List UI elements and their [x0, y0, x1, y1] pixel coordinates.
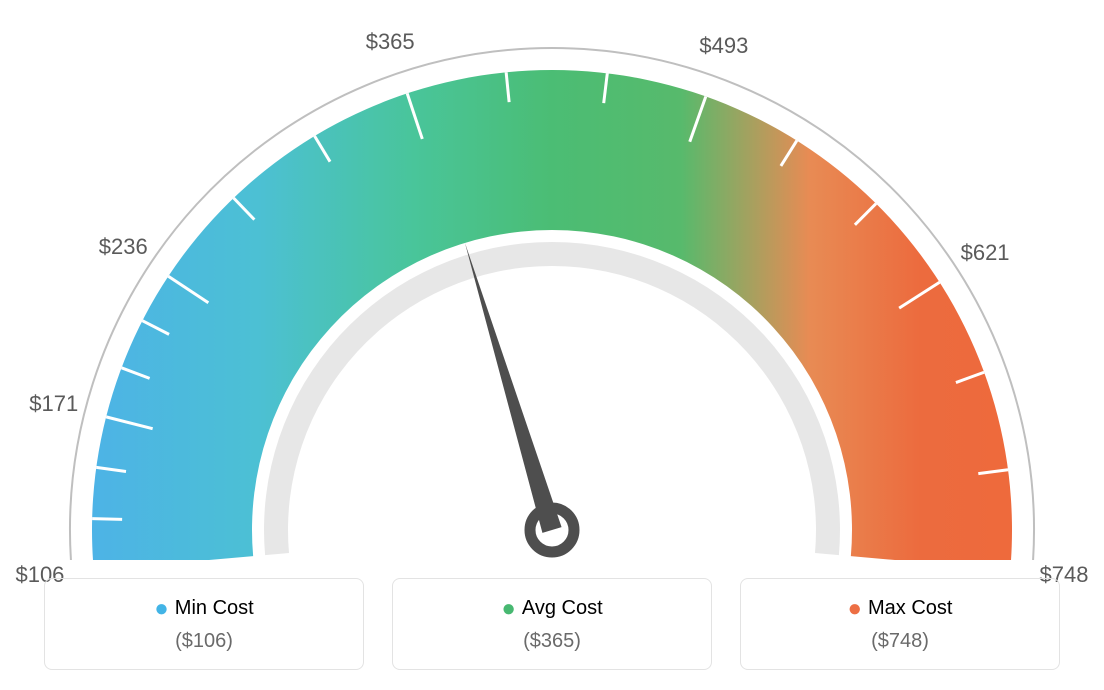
- legend-value-max: ($748): [751, 630, 1049, 653]
- legend-dot-avg: ●: [501, 595, 516, 622]
- legend-label-max: Max Cost: [868, 597, 952, 619]
- gauge-tick-label: $171: [29, 391, 78, 417]
- gauge-tick-label: $493: [699, 33, 748, 59]
- gauge-svg: [0, 0, 1104, 560]
- legend-dot-min: ●: [154, 595, 169, 622]
- legend-label-avg: Avg Cost: [522, 597, 603, 619]
- legend-value-min: ($106): [55, 630, 353, 653]
- gauge-tick-label: $365: [366, 29, 415, 55]
- legend-card-min: ● Min Cost ($106): [44, 578, 364, 670]
- legend-title-max: ●Max Cost: [751, 597, 1049, 620]
- legend-title-min: ● Min Cost: [55, 597, 353, 620]
- legend-label-min: Min Cost: [175, 597, 254, 619]
- legend-value-avg: ($365): [403, 630, 701, 653]
- legend-dot-max: ●: [848, 595, 863, 622]
- legend-row: ●Min Cost ($106) ●Avg Cost ($365) ●Max C…: [0, 578, 1104, 670]
- legend-card-avg: ● Avg Cost ($365): [392, 578, 712, 670]
- legend-card-max: ●Max Cost ($748): [740, 578, 1060, 670]
- gauge-chart: $106$171$236$365$493$621$748: [0, 0, 1104, 560]
- legend-title-avg: ● Avg Cost: [403, 597, 701, 620]
- gauge-tick-label: $621: [961, 240, 1010, 266]
- gauge-tick-label: $236: [99, 234, 148, 260]
